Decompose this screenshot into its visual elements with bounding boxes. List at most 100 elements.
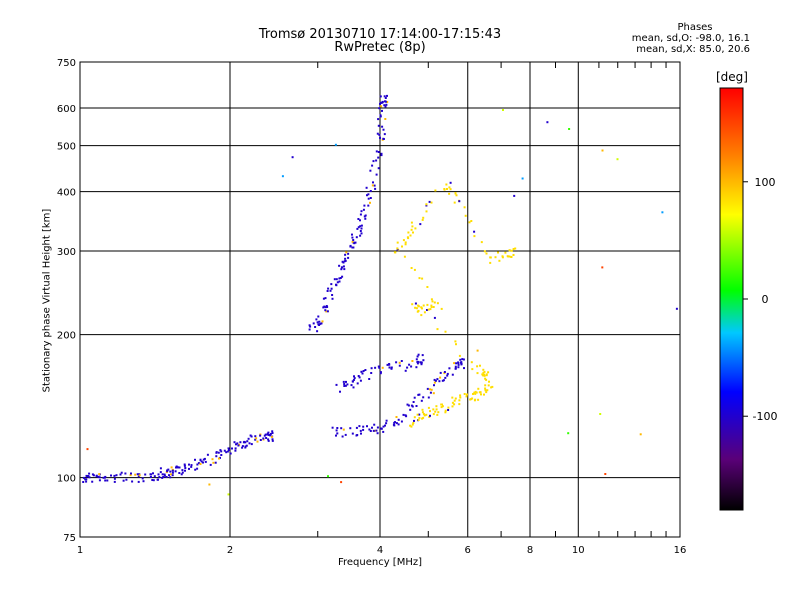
data-point bbox=[453, 403, 456, 406]
data-point bbox=[488, 380, 490, 383]
data-point bbox=[426, 387, 429, 390]
data-point bbox=[487, 384, 490, 387]
data-point bbox=[415, 366, 418, 369]
data-point bbox=[376, 426, 379, 429]
data-point bbox=[343, 385, 346, 387]
data-point bbox=[218, 457, 220, 460]
data-point bbox=[429, 414, 431, 417]
data-point bbox=[339, 277, 342, 279]
data-point bbox=[248, 442, 251, 445]
data-point bbox=[416, 362, 419, 365]
data-point bbox=[441, 405, 444, 408]
data-point bbox=[381, 366, 384, 369]
data-point bbox=[377, 156, 380, 159]
plot-frame bbox=[79, 61, 681, 538]
data-point bbox=[317, 323, 320, 326]
data-point bbox=[390, 366, 393, 369]
data-point bbox=[131, 480, 134, 483]
data-point bbox=[204, 460, 207, 463]
y-tick-label: 600 bbox=[57, 104, 76, 115]
data-point bbox=[354, 241, 357, 244]
data-point bbox=[420, 399, 423, 402]
data-point bbox=[416, 413, 419, 416]
data-point bbox=[466, 393, 468, 396]
data-point bbox=[267, 431, 270, 434]
data-point bbox=[428, 200, 431, 203]
data-point bbox=[426, 286, 429, 288]
data-point bbox=[403, 255, 406, 258]
data-point bbox=[397, 418, 400, 421]
data-point bbox=[430, 304, 433, 307]
data-point bbox=[514, 247, 517, 250]
data-point bbox=[85, 478, 88, 481]
data-point bbox=[441, 403, 443, 406]
data-point bbox=[377, 167, 380, 170]
data-point bbox=[498, 259, 501, 262]
data-point bbox=[485, 378, 488, 381]
data-point bbox=[239, 441, 242, 444]
data-point bbox=[434, 379, 437, 382]
data-point bbox=[444, 376, 447, 379]
data-point bbox=[97, 475, 100, 478]
data-point bbox=[137, 475, 140, 478]
data-point bbox=[521, 177, 524, 180]
data-point bbox=[341, 275, 344, 278]
data-point bbox=[386, 363, 389, 366]
data-point bbox=[335, 278, 338, 281]
data-point bbox=[271, 432, 274, 434]
data-point bbox=[266, 432, 269, 435]
data-point bbox=[461, 358, 464, 361]
data-point bbox=[365, 186, 368, 189]
data-point bbox=[369, 201, 371, 204]
data-point bbox=[382, 128, 385, 131]
data-point bbox=[171, 471, 174, 474]
data-point bbox=[421, 218, 424, 221]
data-point bbox=[357, 226, 360, 229]
x-axis-label: Frequency [MHz] bbox=[337, 557, 423, 568]
data-point bbox=[202, 461, 204, 464]
data-point bbox=[476, 372, 479, 375]
data-point bbox=[408, 363, 411, 366]
data-point bbox=[241, 446, 244, 449]
data-point bbox=[363, 204, 366, 207]
data-point bbox=[502, 109, 504, 111]
data-point bbox=[481, 373, 484, 376]
data-point bbox=[429, 388, 431, 391]
data-point bbox=[470, 361, 473, 364]
data-point bbox=[113, 477, 116, 480]
data-point bbox=[178, 466, 181, 469]
data-point bbox=[421, 408, 424, 411]
data-point bbox=[395, 361, 398, 364]
data-point bbox=[373, 423, 376, 426]
data-point bbox=[226, 450, 229, 453]
data-point bbox=[98, 473, 101, 476]
data-point bbox=[384, 105, 387, 108]
data-point bbox=[152, 479, 155, 482]
data-point bbox=[233, 441, 236, 444]
chart-subtitle: RwPretec (8p) bbox=[334, 40, 426, 55]
data-point bbox=[471, 397, 474, 400]
data-point bbox=[388, 363, 391, 366]
data-point bbox=[425, 210, 428, 213]
data-point bbox=[371, 184, 374, 187]
data-point bbox=[431, 300, 434, 303]
data-point bbox=[477, 398, 480, 401]
data-point bbox=[384, 424, 386, 427]
y-tick-label: 300 bbox=[57, 247, 76, 258]
data-point bbox=[171, 469, 174, 472]
data-point bbox=[367, 204, 370, 207]
data-point bbox=[454, 192, 457, 195]
y-tick-label: 500 bbox=[57, 142, 76, 153]
data-point bbox=[170, 473, 172, 476]
data-point bbox=[158, 476, 161, 479]
x-tick-label: 10 bbox=[572, 545, 585, 556]
data-point bbox=[324, 306, 327, 309]
data-point bbox=[377, 118, 380, 121]
y-tick-label: 200 bbox=[57, 331, 76, 342]
data-point bbox=[417, 419, 420, 421]
data-point bbox=[119, 473, 122, 476]
data-point bbox=[463, 206, 466, 209]
data-point bbox=[449, 181, 452, 184]
data-point bbox=[414, 302, 417, 305]
data-point bbox=[409, 424, 412, 427]
